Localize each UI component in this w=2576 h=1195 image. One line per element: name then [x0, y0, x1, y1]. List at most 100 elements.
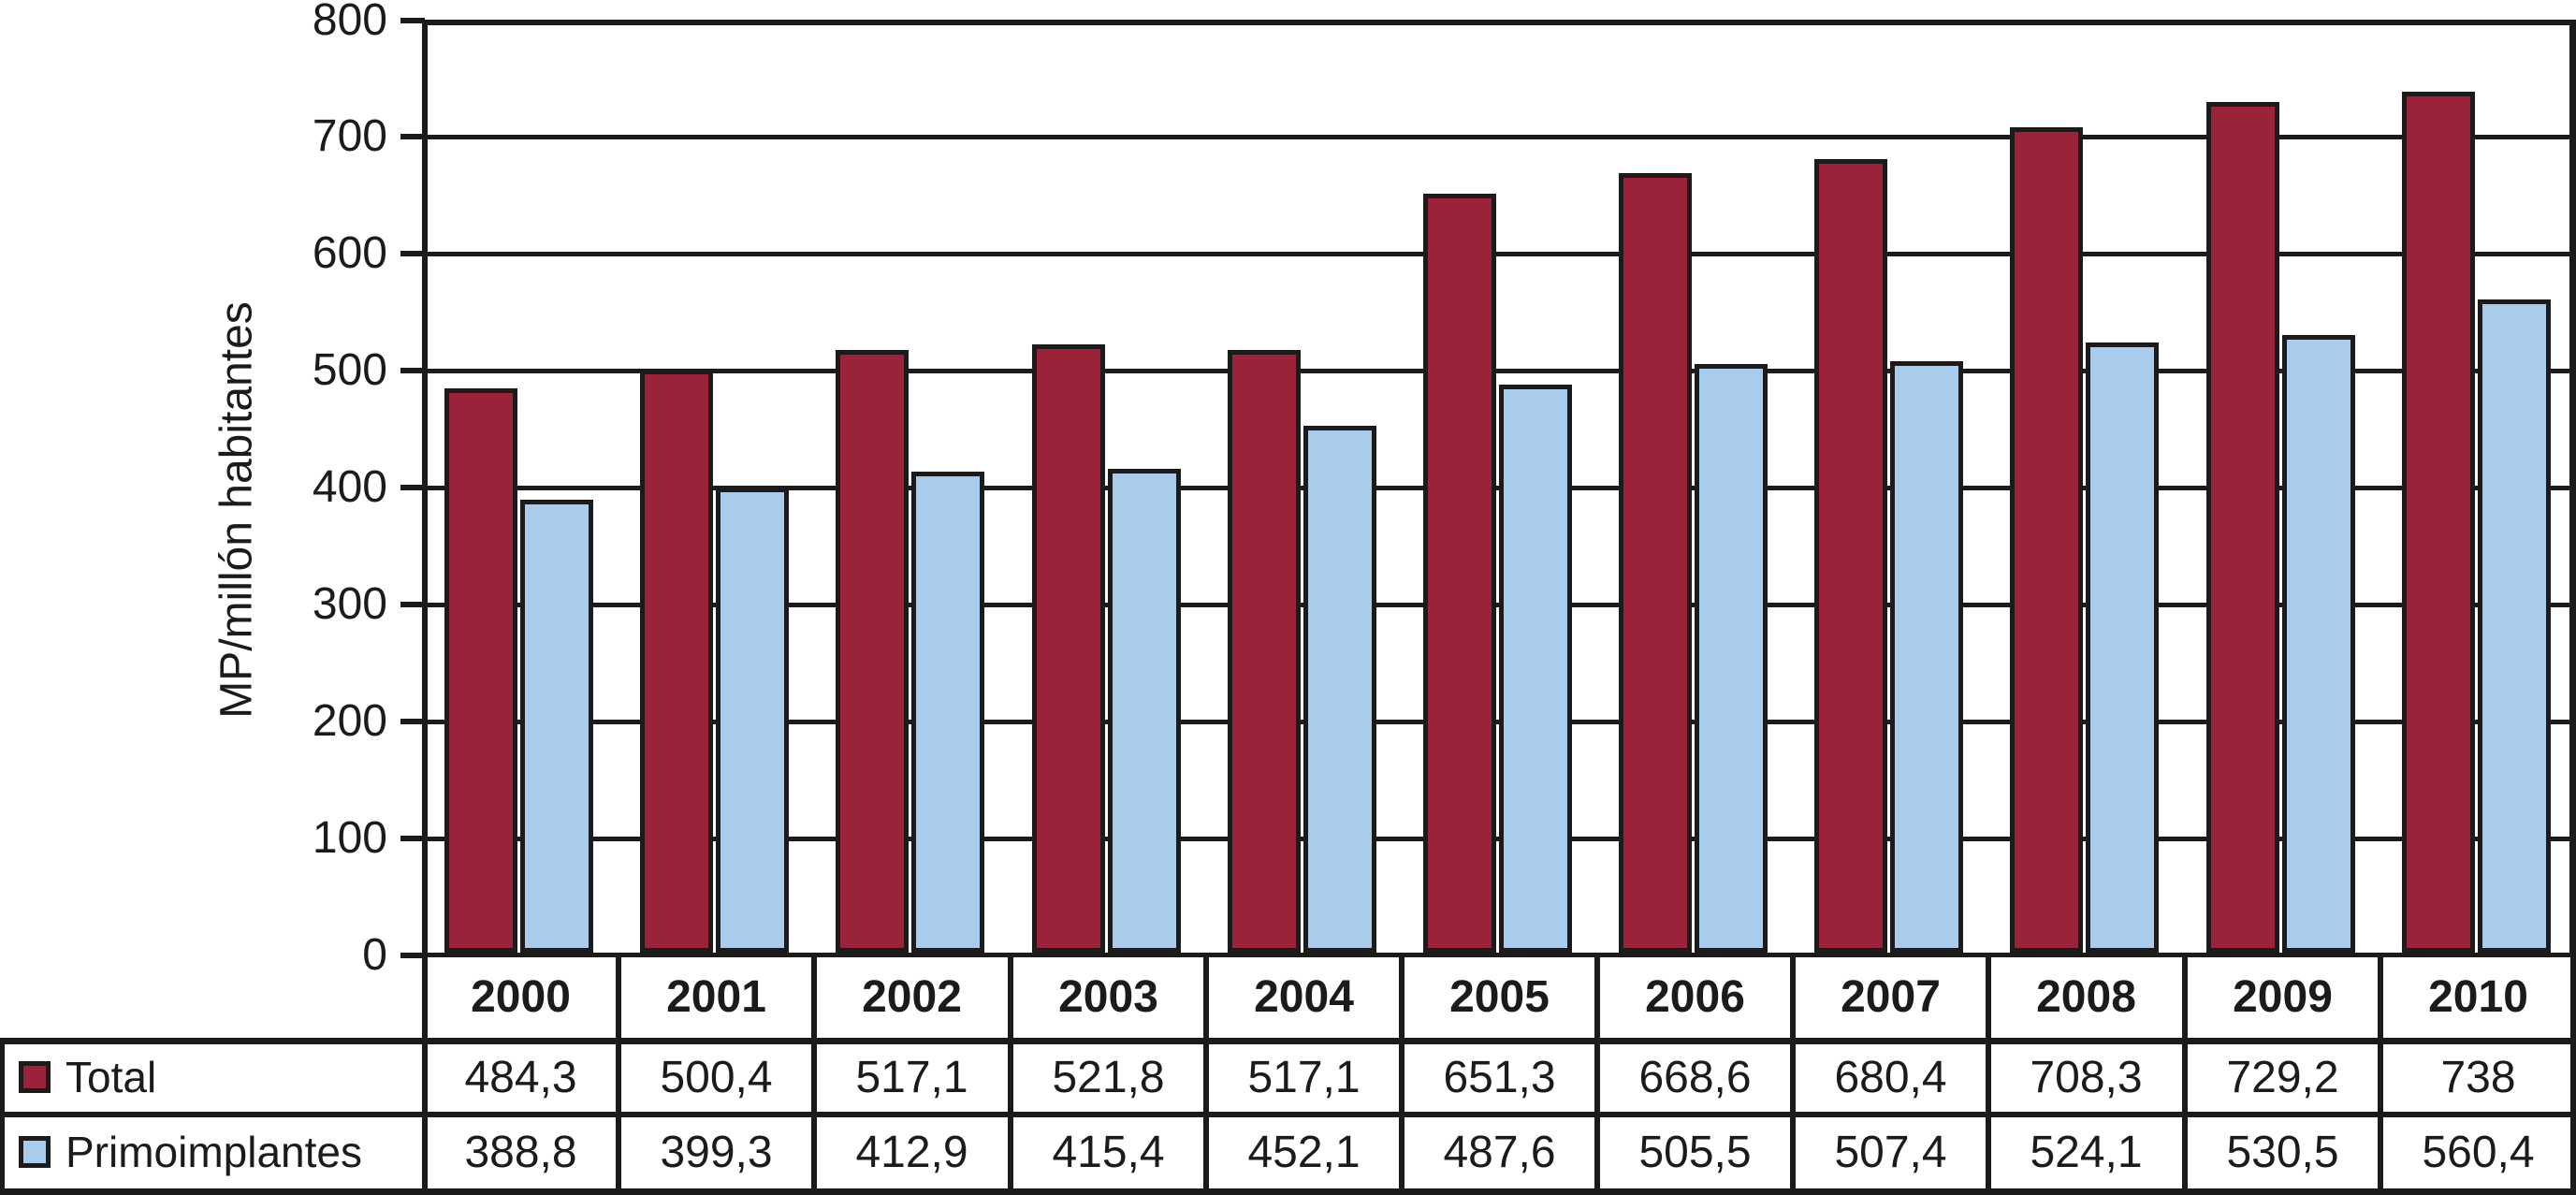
- y-axis-tick: [400, 251, 425, 256]
- table-column-separator: [2570, 957, 2576, 1195]
- bar-total-2009: [2206, 102, 2279, 953]
- x-axis-category-cell: 2006: [1645, 972, 1745, 1022]
- legend-key-primoimplantes-icon: [19, 1136, 51, 1168]
- table-column-separator: [616, 957, 621, 1195]
- bar-total-2006: [1619, 173, 1692, 953]
- gridline: [428, 252, 2570, 256]
- table-column-separator: [1399, 957, 1404, 1195]
- gridline: [428, 135, 2570, 139]
- y-axis-tick-label: 600: [312, 228, 387, 278]
- x-axis-category-cell: 2005: [1449, 972, 1550, 1022]
- bar-primoimplantes-2006: [1695, 364, 1768, 953]
- bar-total-2010: [2402, 92, 2475, 953]
- y-axis-tick-label: 0: [362, 930, 387, 980]
- table-value-total-2003: 521,8: [1052, 1052, 1165, 1102]
- x-axis-category-cell: 2003: [1058, 972, 1158, 1022]
- table-bottom-border: [0, 1188, 2576, 1195]
- table-value-primoimplantes-2005: 487,6: [1443, 1127, 1556, 1177]
- x-axis-category-cell: 2007: [1841, 972, 1941, 1022]
- plot-area: [422, 20, 2576, 957]
- legend-label-total: Total: [65, 1053, 157, 1101]
- bar-primoimplantes-2003: [1108, 469, 1181, 953]
- table-column-separator: [2182, 957, 2188, 1195]
- table-column-separator: [1203, 957, 1209, 1195]
- table-value-primoimplantes-2006: 505,5: [1638, 1127, 1752, 1177]
- table-value-total-2010: 738: [2440, 1052, 2516, 1102]
- table-value-total-2000: 484,3: [464, 1052, 577, 1102]
- table-value-primoimplantes-2010: 560,4: [2422, 1127, 2535, 1177]
- x-axis-category-cell: 2010: [2428, 972, 2528, 1022]
- bar-primoimplantes-2005: [1499, 385, 1572, 953]
- y-axis-tick-label: 300: [312, 579, 387, 629]
- table-value-total-2009: 729,2: [2226, 1052, 2339, 1102]
- table-column-separator: [1008, 957, 1013, 1195]
- table-value-primoimplantes-2003: 415,4: [1052, 1127, 1165, 1177]
- bar-total-2002: [836, 350, 909, 953]
- bar-total-2003: [1032, 344, 1105, 953]
- y-axis-tick: [400, 368, 425, 373]
- table-value-total-2007: 680,4: [1834, 1052, 1947, 1102]
- legend-cell-primoimplantes: Primoimplantes: [6, 1117, 422, 1187]
- table-column-separator: [422, 957, 428, 1195]
- y-axis-tick: [400, 836, 425, 841]
- bar-total-2005: [1423, 194, 1496, 953]
- table-value-primoimplantes-2000: 388,8: [464, 1127, 577, 1177]
- y-axis-tick: [400, 602, 425, 607]
- bar-primoimplantes-2010: [2478, 299, 2551, 953]
- y-axis-tick: [400, 485, 425, 490]
- x-axis-category-cell: 2001: [666, 972, 766, 1022]
- gridline: [428, 369, 2570, 373]
- table-value-total-2002: 517,1: [855, 1052, 968, 1102]
- bar-primoimplantes-2002: [911, 472, 984, 953]
- y-axis-tick: [400, 18, 425, 23]
- y-axis-tick-label: 700: [312, 111, 387, 161]
- bar-total-2001: [640, 370, 713, 953]
- bar-total-2008: [2010, 127, 2083, 953]
- table-value-primoimplantes-2008: 524,1: [2030, 1127, 2143, 1177]
- table-value-primoimplantes-2007: 507,4: [1834, 1127, 1947, 1177]
- x-axis-category-cell: 2000: [471, 972, 571, 1022]
- table-value-total-2004: 517,1: [1247, 1052, 1361, 1102]
- table-column-separator: [2378, 957, 2383, 1195]
- legend-label-primoimplantes: Primoimplantes: [65, 1128, 362, 1176]
- y-axis-tick: [400, 953, 425, 958]
- y-axis-tick-label: 400: [312, 462, 387, 512]
- bar-primoimplantes-2004: [1303, 426, 1376, 953]
- y-axis-tick-label: 100: [312, 813, 387, 863]
- table-value-total-2008: 708,3: [2030, 1052, 2143, 1102]
- x-axis-category-cell: 2008: [2036, 972, 2136, 1022]
- table-column-separator: [1594, 957, 1600, 1195]
- y-axis-tick-label: 500: [312, 345, 387, 395]
- legend-key-total-icon: [19, 1061, 51, 1093]
- table-column-separator: [1986, 957, 1991, 1195]
- x-axis-category-cell: 2004: [1254, 972, 1354, 1022]
- bar-total-2000: [444, 388, 517, 953]
- bar-primoimplantes-2007: [1890, 361, 1963, 953]
- x-axis-category-cell: 2002: [862, 972, 962, 1022]
- table-value-total-2005: 651,3: [1443, 1052, 1556, 1102]
- x-axis-category-cell: 2009: [2233, 972, 2333, 1022]
- bar-primoimplantes-2008: [2086, 342, 2159, 953]
- bar-total-2004: [1228, 350, 1301, 953]
- table-column-separator: [811, 957, 817, 1195]
- table-row-divider: [0, 1112, 2576, 1117]
- bar-primoimplantes-2000: [520, 500, 593, 953]
- table-column-separator: [1790, 957, 1796, 1195]
- table-value-primoimplantes-2001: 399,3: [660, 1127, 773, 1177]
- table-value-total-2006: 668,6: [1638, 1052, 1752, 1102]
- y-axis-tick: [400, 719, 425, 724]
- table-value-primoimplantes-2009: 530,5: [2226, 1127, 2339, 1177]
- table-value-primoimplantes-2002: 412,9: [855, 1127, 968, 1177]
- y-axis-tick: [400, 134, 425, 139]
- bar-primoimplantes-2009: [2282, 335, 2355, 953]
- table-top-border: [0, 1038, 2576, 1044]
- table-value-total-2001: 500,4: [660, 1052, 773, 1102]
- table-left-border: [0, 1038, 5, 1195]
- y-axis-tick-label: 200: [312, 696, 387, 746]
- bar-total-2007: [1814, 159, 1887, 953]
- y-axis-tick-label: 800: [312, 0, 387, 45]
- bar-primoimplantes-2001: [716, 488, 789, 953]
- table-value-primoimplantes-2004: 452,1: [1247, 1127, 1361, 1177]
- legend-cell-total: Total: [6, 1044, 422, 1110]
